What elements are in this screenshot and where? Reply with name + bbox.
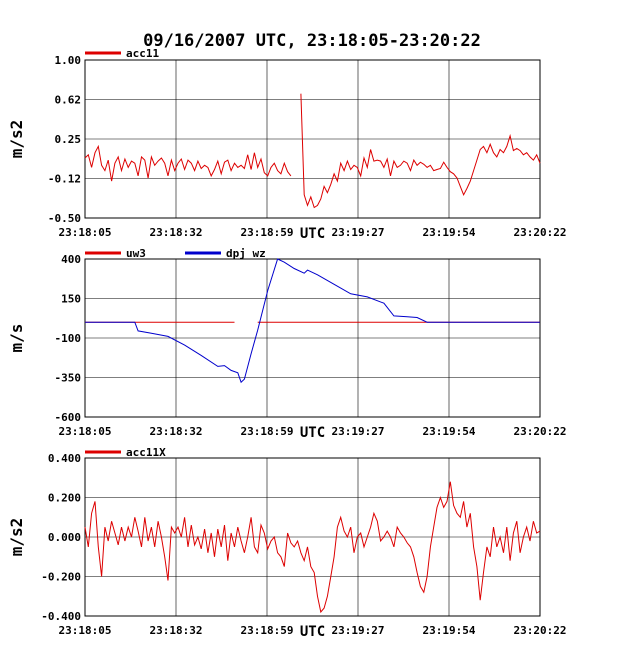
y-tick-label: -100 [55,332,82,345]
legend-label: uw3 [126,247,146,260]
y-tick-label: -0.200 [41,571,81,584]
plot-frame [84,457,541,617]
x-tick-label: 23:19:27 [332,624,385,637]
x-tick-label: 23:19:54 [423,624,476,637]
x-tick-label: 23:18:59 [241,624,294,637]
y-tick-label: 0.400 [48,452,81,465]
x-axis-label: UTC [300,226,325,242]
series-line-acc11 [84,93,541,209]
y-tick-label: 400 [61,253,81,266]
y-tick-label: -600 [55,411,82,424]
y-tick-label: 0.62 [55,94,82,107]
y-tick-label: 150 [61,293,81,306]
y-axis-label: m/s2 [7,518,26,557]
x-tick-label: 23:19:27 [332,226,385,239]
series-line-acc11X [84,481,541,614]
x-tick-label: 23:20:22 [514,425,567,438]
x-tick-label: 23:18:59 [241,425,294,438]
x-axis-label: UTC [300,425,325,441]
y-tick-label: -0.400 [41,610,81,623]
x-tick-label: 23:18:59 [241,226,294,239]
x-tick-label: 23:18:32 [150,624,203,637]
x-tick-label: 23:18:32 [150,425,203,438]
y-tick-label: -0.12 [48,173,81,186]
x-tick-label: 23:18:32 [150,226,203,239]
chart-title: 09/16/2007 UTC, 23:18:05-23:20:22 [143,31,481,51]
x-tick-label: 23:19:54 [423,425,476,438]
y-axis-label: m/s [7,324,26,353]
legend-label: dpj_wz [226,247,266,260]
x-tick-label: 23:20:22 [514,226,567,239]
x-tick-label: 23:20:22 [514,624,567,637]
x-tick-label: 23:18:05 [59,226,112,239]
x-tick-label: 23:18:05 [59,624,112,637]
x-axis-label: UTC [300,624,325,640]
y-tick-label: 0.200 [48,492,81,505]
x-tick-label: 23:19:27 [332,425,385,438]
x-tick-label: 23:19:54 [423,226,476,239]
y-tick-label: -350 [55,372,82,385]
plot-frame [84,258,541,418]
legend-label: acc11X [126,446,166,459]
x-tick-label: 23:18:05 [59,425,112,438]
plot-frame [84,59,541,219]
y-tick-label: 0.25 [55,133,82,146]
y-axis-label: m/s2 [7,120,26,159]
y-tick-label: 0.000 [48,531,81,544]
legend-label: acc11 [126,47,159,60]
series-line-dpj_wz [85,258,540,384]
y-tick-label: 1.00 [55,54,82,67]
y-tick-label: -0.50 [48,212,81,225]
